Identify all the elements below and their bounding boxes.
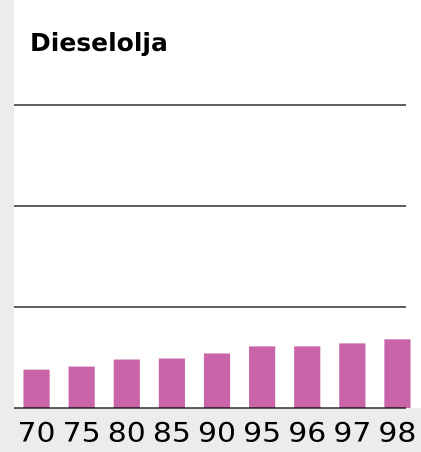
x-tick-label: 70	[18, 418, 56, 449]
x-tick-label: 98	[378, 418, 416, 449]
chart-title: Dieselolja	[30, 28, 168, 57]
bar	[294, 346, 321, 408]
x-tick-label: 96	[288, 418, 326, 449]
x-tick-label: 95	[243, 418, 281, 449]
x-tick-label: 97	[333, 418, 371, 449]
bar	[68, 366, 95, 408]
x-tick-label: 90	[198, 418, 236, 449]
bar	[249, 346, 276, 408]
x-tick-label: 75	[63, 418, 101, 449]
bar	[339, 343, 366, 408]
bar	[113, 359, 140, 408]
bar	[203, 353, 231, 408]
bar	[23, 369, 50, 408]
plot-background	[14, 0, 421, 408]
bar	[158, 358, 185, 408]
x-tick-label: 80	[108, 418, 146, 449]
bar	[384, 339, 411, 408]
x-tick-label: 85	[153, 418, 191, 449]
